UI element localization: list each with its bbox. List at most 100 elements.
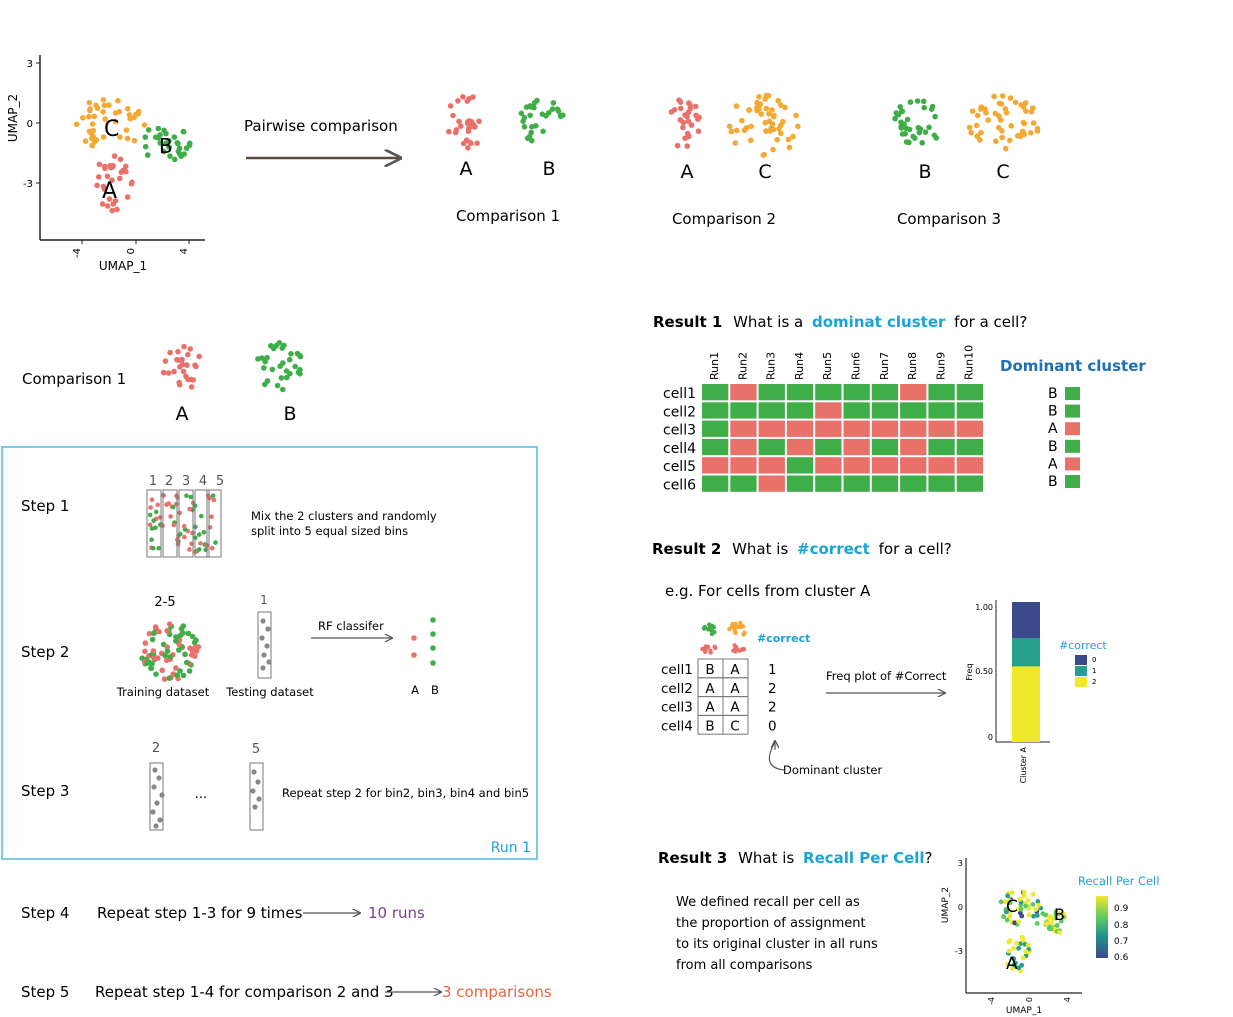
comparison1-a-point [188, 376, 194, 383]
training-point [173, 638, 179, 644]
comp2-a-point [687, 105, 693, 112]
comp3-b-point [912, 135, 918, 141]
mixed-point [209, 514, 214, 519]
freq-legend-swatch-1 [1075, 666, 1087, 676]
comp1-b-point [531, 104, 537, 111]
mixed-point [151, 545, 156, 551]
cluster-b-point [155, 125, 162, 132]
training-point [152, 624, 159, 630]
comp3-c-point [1027, 130, 1034, 136]
grid-cell-B [871, 475, 899, 492]
comp2-c-point [748, 123, 754, 130]
recall-b-point [1053, 912, 1059, 917]
freq-ylabel: Freq [965, 663, 974, 680]
comp2-a-point [685, 118, 692, 125]
grid-cell-B [786, 402, 814, 419]
cluster-b-point [166, 144, 172, 150]
grid-cell-B [843, 402, 870, 419]
cluster-a-point [124, 194, 131, 200]
step1-desc-line2: split into 5 equal sized bins [251, 524, 408, 538]
predicted-b-point [430, 631, 436, 637]
comparison1-b-point [288, 351, 294, 357]
bin2-point [154, 800, 160, 806]
mixed-point [201, 530, 207, 535]
recall-umap-label-a: A [1006, 954, 1018, 974]
comparison1-left-label: A [176, 403, 189, 425]
comp2-c-point [774, 136, 780, 143]
run-label: Run1 [708, 352, 721, 380]
recall-umap-xtick: 0 [1025, 997, 1034, 1002]
grid-cell-A [956, 457, 983, 474]
comp2-a-point [688, 122, 695, 128]
comp2-c-point [776, 125, 782, 132]
cluster-a-point [109, 207, 115, 214]
recall-a-point [1011, 962, 1017, 968]
comp3-c-point [993, 138, 999, 144]
comp3-b-point [917, 126, 924, 132]
comp1-a-point [450, 112, 456, 119]
comp3-caption: Comparison 3 [897, 210, 1001, 228]
training-point [176, 647, 182, 653]
cell-label: cell2 [663, 404, 696, 420]
blob-b-point [709, 631, 715, 637]
comp1-b-point [521, 114, 528, 121]
comp2-c-point [754, 99, 760, 106]
mixed-point [190, 530, 195, 536]
output-label-b: B [431, 683, 439, 697]
comparison1-a-point [175, 348, 181, 355]
comparison1-b-point [264, 354, 270, 361]
cluster-c-point [123, 127, 130, 133]
correct-count: 0 [768, 718, 777, 734]
mixed-point [151, 518, 156, 523]
grid-cell-B [956, 475, 983, 492]
step3-points [150, 767, 262, 829]
dominant-label: A [1048, 456, 1058, 472]
grid-cell-A [843, 438, 870, 456]
cluster-b-point [157, 140, 164, 146]
comparison1-a-point [165, 370, 172, 376]
top-umap-ytick: 0 [27, 119, 33, 130]
recall-a-point [1025, 942, 1031, 948]
cluster-c-point [100, 109, 106, 115]
comparison1-a-point [171, 368, 177, 375]
grid-cell-B [786, 384, 814, 401]
cluster-b-point [144, 152, 151, 158]
cluster-c-point [124, 135, 131, 142]
mixed-point [153, 509, 159, 515]
comp1-right-label: B [542, 158, 555, 180]
recall-a-point [1019, 934, 1025, 940]
cluster-c-point [124, 105, 131, 112]
cluster-c-point [112, 118, 119, 125]
grid-cell-B [702, 384, 729, 401]
comparison1-caption: Comparison 1 [22, 370, 126, 388]
recall-b-point [1043, 921, 1049, 926]
comp2-c-point [769, 107, 775, 113]
mixed-point [161, 493, 166, 498]
recall-b-point [1034, 921, 1040, 926]
run1-box [1, 446, 538, 860]
comp2-a-point [674, 142, 681, 149]
mixed-point [156, 545, 161, 551]
recall-c-point [1030, 892, 1036, 897]
training-point [156, 628, 162, 635]
cluster-c-point [115, 97, 121, 104]
cluster-c-point [80, 115, 86, 121]
grid-cell-B [928, 384, 955, 401]
recall-c-point [1021, 889, 1027, 895]
rf-classifier-label: RF classifer [318, 619, 384, 633]
training-point [142, 648, 148, 655]
recall-legend-tick: 0.7 [1114, 937, 1128, 947]
cluster-b-point [175, 140, 181, 147]
grid-cell-A [956, 420, 983, 437]
cluster-b-point [142, 143, 149, 150]
recall-b-point [1058, 918, 1064, 924]
table-value: A [705, 700, 715, 716]
recall-c-point [1018, 906, 1024, 912]
predicted-b-point [430, 660, 436, 666]
comp3-c-point [1028, 108, 1035, 115]
comp2-c-point [763, 128, 769, 134]
comparison1-a-point [196, 353, 202, 360]
comp2-c-point [758, 111, 764, 117]
blob-a-point [733, 649, 738, 654]
blob-c-point [742, 630, 747, 635]
